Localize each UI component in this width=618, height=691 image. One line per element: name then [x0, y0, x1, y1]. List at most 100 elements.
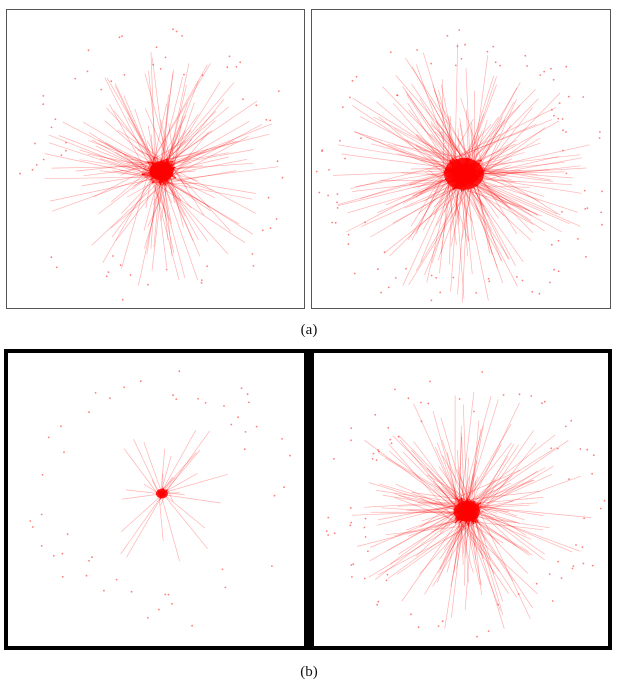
- graph-node: [377, 268, 379, 271]
- graph-node: [592, 454, 595, 457]
- graph-edge: [138, 179, 162, 286]
- graph-node: [352, 563, 355, 566]
- graph-edge: [154, 172, 167, 220]
- graph-node: [175, 30, 178, 33]
- graph-edge: [157, 72, 174, 179]
- graph-edge: [378, 483, 471, 512]
- graph-node: [34, 142, 36, 145]
- graph-edge: [141, 172, 149, 175]
- graph-node: [350, 521, 352, 524]
- graph-node: [372, 452, 375, 455]
- graph-edge: [468, 158, 561, 216]
- graph-edge: [474, 169, 550, 173]
- graph-edge: [463, 482, 511, 506]
- graph-edge: [44, 176, 159, 180]
- graph-edge: [459, 396, 492, 511]
- graph-edge: [164, 84, 187, 176]
- graph-node: [599, 131, 601, 133]
- graph-node: [397, 435, 400, 438]
- graph-node: [548, 573, 551, 575]
- graph-node: [181, 35, 184, 37]
- graph-node: [240, 387, 243, 390]
- graph-node: [60, 425, 62, 428]
- graph-edge: [449, 118, 474, 162]
- graph-edge: [168, 157, 192, 180]
- graph-edge: [141, 167, 149, 175]
- graph-edge: [164, 82, 235, 165]
- graph-edge: [394, 497, 461, 523]
- graph-node: [565, 65, 568, 68]
- graph-edge: [160, 180, 163, 183]
- graph-edge: [418, 517, 471, 575]
- graph-edge: [426, 474, 474, 503]
- graph-edge: [158, 493, 164, 542]
- graph-edge: [163, 172, 199, 241]
- graph-node: [387, 286, 390, 289]
- graph-edge: [447, 182, 457, 246]
- graph-node: [349, 507, 352, 509]
- graph-node: [327, 516, 330, 519]
- graph-node: [571, 567, 574, 570]
- graph-edge: [444, 503, 465, 629]
- graph-node: [29, 520, 32, 522]
- graph-edge: [460, 447, 557, 508]
- graph-edge: [153, 171, 229, 255]
- graph-edge: [354, 131, 464, 166]
- graph-node: [572, 565, 575, 568]
- graph-node: [255, 104, 258, 107]
- graph-edge: [471, 176, 558, 215]
- graph-node: [458, 398, 461, 400]
- graph-edge: [157, 176, 210, 208]
- graph-node: [94, 392, 97, 394]
- graph-edge: [104, 120, 160, 168]
- graph-edge: [411, 83, 472, 172]
- graph-edge: [172, 120, 250, 166]
- graph-edge: [164, 100, 258, 165]
- graph-edge: [475, 522, 484, 559]
- graph-node: [524, 54, 527, 57]
- graph-edge: [459, 442, 512, 509]
- network-graph-b-right: [325, 371, 606, 638]
- graph-edge: [384, 183, 473, 254]
- graph-edge: [453, 512, 458, 521]
- graph-edge: [406, 509, 464, 516]
- graph-edge: [159, 452, 197, 494]
- graph-edge: [388, 443, 456, 520]
- graph-edge: [449, 123, 537, 161]
- graph-node: [518, 393, 521, 396]
- graph-edge: [371, 143, 463, 169]
- graph-edge: [143, 442, 163, 495]
- graph-node: [164, 56, 167, 59]
- graph-node: [158, 608, 160, 611]
- graph-node: [327, 194, 329, 197]
- graph-edge: [164, 177, 177, 182]
- graph-node: [112, 255, 114, 257]
- graph-edge: [167, 158, 175, 170]
- graph-edge: [440, 417, 467, 507]
- network-graph-a-right: [315, 29, 603, 303]
- graph-node: [553, 114, 555, 117]
- graph-node: [183, 73, 185, 76]
- graph-edge: [110, 165, 155, 203]
- graph-node: [497, 603, 499, 606]
- graph-edge: [91, 180, 161, 246]
- graph-node: [66, 533, 69, 536]
- graph-edge: [359, 116, 467, 173]
- graph-edge: [449, 172, 454, 265]
- graph-node: [230, 423, 233, 426]
- graph-node: [283, 486, 285, 489]
- graph-edge: [164, 152, 229, 165]
- graph-edge: [456, 517, 474, 573]
- graph-edge: [167, 489, 174, 502]
- graph-node: [159, 68, 162, 70]
- graph-edge: [477, 124, 512, 180]
- graph-node: [172, 394, 174, 397]
- graph-edge: [160, 170, 169, 240]
- graph-edge: [79, 159, 162, 173]
- network-graph-a-left: [19, 28, 284, 301]
- graph-node: [486, 50, 489, 53]
- graph-edge: [473, 440, 569, 506]
- graph-node: [152, 63, 155, 66]
- graph-node: [155, 46, 158, 49]
- graph-edge: [465, 429, 482, 514]
